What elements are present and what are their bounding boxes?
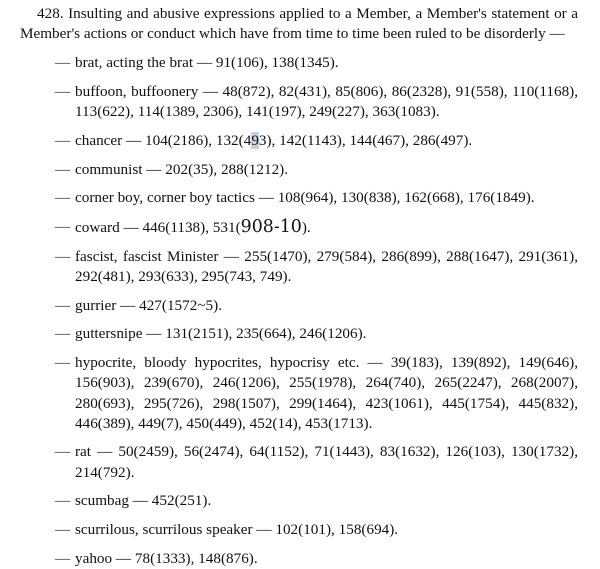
intro-text: Insulting and abusive expressions applie… <box>20 5 578 43</box>
bullet-dash-icon: — <box>55 218 71 236</box>
entry-separator: — <box>146 325 162 343</box>
bullet-dash-icon: — <box>55 54 71 72</box>
entry-references: 202(35), 288(1212). <box>165 160 289 178</box>
entry-references: 39(183), 139(892), 149(646), 156(903), 2… <box>75 354 579 432</box>
entry-separator: — <box>132 492 148 510</box>
entry-references: 446(1138), 531( <box>142 219 241 237</box>
entry-references: 50(2459), 56(2474), 64(1152), 71(1443), … <box>75 443 579 481</box>
entry-separator: — <box>223 247 239 265</box>
entry-number: 428. <box>37 5 64 22</box>
entry-list: — brat, acting the brat — 91(106), 138(1… <box>20 53 578 569</box>
entry-separator: — <box>146 160 162 178</box>
entry-term: yahoo <box>75 549 113 567</box>
list-item: — buffoon, buffoonery — 48(872), 82(431)… <box>20 82 578 122</box>
bullet-dash-icon: — <box>55 549 71 567</box>
list-item: — scumbag — 452(251). <box>20 491 578 511</box>
bullet-dash-icon: — <box>55 83 71 101</box>
entry-references: 255(1470), 279(584), 286(899), 288(1647)… <box>75 247 578 286</box>
entry-separator: — <box>123 219 139 237</box>
entry-references: 48(872), 82(431), 85(806), 86(2328), 91(… <box>75 83 579 121</box>
entry-term: corner boy, corner boy tactics <box>75 189 255 207</box>
bullet-dash-icon: — <box>55 296 71 314</box>
list-item: — communist — 202(35), 288(1212). <box>20 160 578 180</box>
entry-references: 452(251). <box>151 492 212 510</box>
entry-separator: — <box>196 54 213 72</box>
entry-references: 78(1333), 148(876). <box>134 549 258 567</box>
bullet-dash-icon: — <box>55 443 71 461</box>
entry-references: 91(106), 138(1345). <box>215 54 339 72</box>
entry-references: 104(2186), 132(4 <box>145 132 252 150</box>
entry-references-continued: ). <box>301 219 311 237</box>
entry-reference-page-range: 908-10 <box>240 217 302 238</box>
bullet-dash-icon: — <box>55 521 71 539</box>
entry-term: scurrilous, scurrilous speaker <box>75 521 253 539</box>
entry-term: brat, acting the brat <box>75 54 194 72</box>
entry-separator: — <box>367 354 383 372</box>
list-item: — hypocrite, bloody hypocrites, hypocris… <box>20 353 578 434</box>
bullet-dash-icon: — <box>55 247 71 265</box>
entry-references-continued: 3), 142(1143), 144(467), 286(497). <box>258 132 473 150</box>
entry-separator: — <box>97 443 113 461</box>
list-item: — corner boy, corner boy tactics — 108(9… <box>20 188 578 208</box>
document-page: 428. Insulting and abusive expressions a… <box>20 4 578 567</box>
entry-separator: — <box>115 549 132 567</box>
list-item: — rat — 50(2459), 56(2474), 64(1152), 71… <box>20 442 578 482</box>
entry-separator: — <box>202 83 219 101</box>
entry-separator: — <box>120 296 136 314</box>
entry-references: 108(964), 130(838), 162(668), 176(1849). <box>277 189 535 207</box>
list-item: — guttersnipe — 131(2151), 235(664), 246… <box>20 324 578 344</box>
entry-term: buffoon, buffoonery <box>75 83 199 101</box>
list-item: — brat, acting the brat — 91(106), 138(1… <box>20 53 578 73</box>
entry-separator: — <box>256 521 272 539</box>
entry-term: scumbag <box>75 492 129 510</box>
bullet-dash-icon: — <box>55 354 71 372</box>
list-item: — fascist, fascist Minister — 255(1470),… <box>20 247 578 287</box>
intro-paragraph: 428. Insulting and abusive expressions a… <box>20 4 578 44</box>
entry-references: 427(1572~5). <box>139 296 222 314</box>
bullet-dash-icon: — <box>55 160 71 178</box>
bullet-dash-icon: — <box>55 492 71 510</box>
entry-term: hypocrite, bloody hypocrites, hypocrisy … <box>75 354 360 372</box>
list-item: — yahoo — 78(1333), 148(876). <box>20 549 578 569</box>
entry-references: 131(2151), 235(664), 246(1206). <box>165 325 367 343</box>
entry-term: gurrier <box>75 296 117 314</box>
list-item: — chancer — 104(2186), 132(493), 142(114… <box>20 131 578 151</box>
bullet-dash-icon: — <box>55 132 71 150</box>
entry-term: communist <box>75 160 143 178</box>
entry-separator: — <box>258 189 274 207</box>
entry-term: guttersnipe <box>75 325 143 343</box>
entry-term: rat <box>75 443 92 461</box>
list-item: — coward — 446(1138), 531(908-10). <box>20 217 578 238</box>
entry-separator: — <box>126 132 142 150</box>
bullet-dash-icon: — <box>55 189 71 207</box>
list-item: — gurrier — 427(1572~5). <box>20 296 578 316</box>
list-item: — scurrilous, scurrilous speaker — 102(1… <box>20 520 578 540</box>
entry-references: 102(101), 158(694). <box>275 521 399 539</box>
entry-term: chancer <box>75 132 123 150</box>
entry-term: coward <box>75 219 120 237</box>
bullet-dash-icon: — <box>55 325 71 343</box>
entry-term: fascist, fascist Minister <box>75 247 219 265</box>
selected-text-highlight: 9 <box>251 132 259 150</box>
